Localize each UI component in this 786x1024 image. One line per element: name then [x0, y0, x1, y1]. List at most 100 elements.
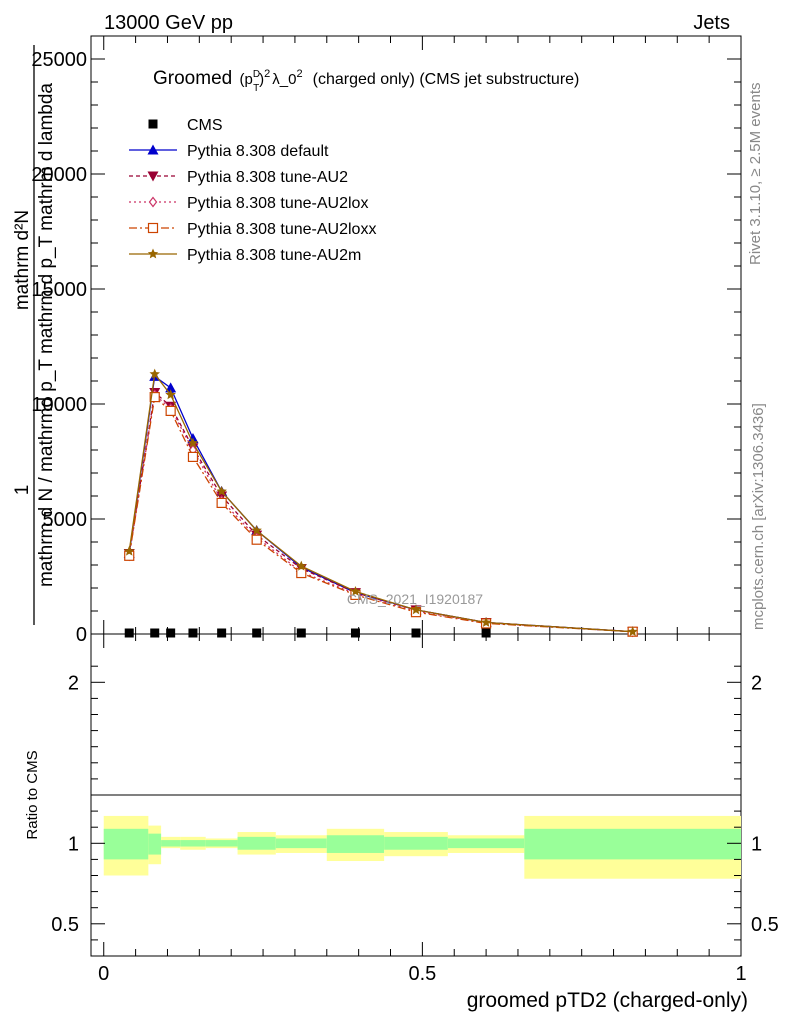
series-5-point-0 — [124, 545, 135, 556]
watermark-label: CMS_2021_I1920187 — [347, 591, 483, 607]
series-5-point-9 — [480, 617, 492, 627]
series-4-point-4 — [216, 497, 227, 508]
series-5-point-5 — [251, 525, 262, 535]
series-5 — [124, 368, 638, 637]
main-ylabel: mathrm d²N 1 mathrm d N / mathrmd p_T ma… — [12, 45, 57, 625]
ratio-band-inner-1 — [148, 833, 162, 855]
ratio-band-inner-7 — [326, 835, 385, 853]
title-math-sub: T — [253, 83, 259, 94]
series-5-point-8 — [410, 604, 422, 615]
legend-marker-1 — [147, 144, 159, 155]
series-5-point-10 — [627, 626, 638, 637]
ylabel-numerator: mathrm d²N — [12, 210, 33, 310]
header-left-label: 13000 GeV pp — [104, 12, 233, 34]
legend-marker-4 — [147, 222, 159, 234]
legend-marker-2 — [147, 171, 159, 182]
series-0-point-3 — [188, 628, 198, 638]
legend-label-0: CMS — [187, 117, 223, 134]
ratio-band-inner-8 — [384, 836, 448, 850]
title-prefix: Groomed — [153, 68, 232, 89]
main-ytick-label-1: 5000 — [43, 509, 88, 531]
main-ytick-label-5: 25000 — [31, 49, 87, 71]
ratio-ytick-label-0: 0.5 — [51, 914, 79, 936]
title-rest-exp: 2 — [296, 68, 302, 80]
series-0-point-0 — [124, 628, 134, 638]
legend-item-0: CMS — [148, 117, 223, 134]
xtick-label-2: 1 — [735, 963, 746, 985]
series-5-point-7 — [350, 586, 361, 596]
series-5-point-1 — [149, 368, 160, 379]
series-5-point-4 — [216, 485, 227, 496]
title-math-base: (p — [239, 71, 252, 88]
series-5-point-3 — [187, 437, 199, 448]
series-0-point-4 — [217, 628, 227, 638]
legend-item-3: Pythia 8.308 tune-AU2lox — [129, 195, 368, 212]
series-4-point-3 — [187, 451, 199, 462]
xtick-label-0: 0 — [98, 963, 109, 985]
series-0-point-9 — [481, 628, 491, 638]
title-math-exp: 2 — [264, 68, 270, 80]
series-0-point-5 — [252, 628, 262, 638]
ratio-ytick-label-right-2: 2 — [751, 672, 762, 694]
title-suffix: (charged only) (CMS jet substructure) — [313, 71, 580, 88]
series-0-point-6 — [296, 628, 306, 638]
ratio-band-inner-5 — [237, 836, 276, 850]
series-0 — [124, 628, 491, 638]
main-ytick-label-3: 15000 — [31, 279, 87, 301]
ratio-ytick-label-2: 2 — [68, 672, 79, 694]
main-axis-ticks: 0 5000 10000 15000 20000 25000 — [31, 36, 742, 646]
series-0-point-8 — [411, 628, 421, 638]
plot-title: Groomed (pD T)2 λ_02 (charged only) (CMS je… — [153, 68, 579, 94]
mcplots-label: mcplots.cern.ch [arXiv:1306.3436] — [750, 403, 767, 630]
ratio-band-inner-0 — [103, 828, 149, 860]
series-4-point-2 — [165, 405, 176, 416]
legend-label-4: Pythia 8.308 tune-AU2loxx — [187, 221, 376, 238]
series-group — [123, 368, 639, 638]
series-5-point-6 — [296, 560, 307, 571]
ratio-band-inner-2 — [161, 840, 181, 847]
ratio-band-inner-4 — [205, 840, 238, 847]
ylabel-one: 1 — [12, 485, 33, 496]
legend-marker-3 — [148, 196, 158, 208]
main-ytick-label-0: 0 — [76, 624, 87, 646]
series-0-point-1 — [150, 628, 160, 638]
title-rest: λ_0 — [272, 71, 296, 88]
main-ytick-label-4: 20000 — [31, 164, 87, 186]
ratio-ylabel: Ratio to CMS — [24, 750, 41, 839]
legend-item-4: Pythia 8.308 tune-AU2loxx — [129, 221, 376, 238]
ratio-ytick-label-1: 1 — [68, 833, 79, 855]
series-0-point-2 — [166, 628, 176, 638]
legend-label-3: Pythia 8.308 tune-AU2lox — [187, 195, 368, 212]
ratio-band-inner-9 — [447, 838, 525, 849]
ratio-band-inner-6 — [275, 838, 327, 849]
main-ytick-label-2: 10000 — [31, 394, 87, 416]
legend-marker-0 — [148, 119, 158, 129]
xlabel: groomed pTD2 (charged-only) — [467, 989, 748, 1012]
series-4-point-5 — [251, 534, 262, 545]
legend-item-1: Pythia 8.308 default — [129, 143, 329, 160]
rivet-label: Rivet 3.1.10, ≥ 2.5M events — [747, 83, 764, 266]
ylabel-denominator: mathrm d N / mathrmd p_T mathrm d p_T ma… — [36, 83, 57, 587]
series-4-point-1 — [149, 392, 160, 403]
svg-text:Groomed (pDT)2λ_02(charg: Groomed (pD T)2 λ_02 (charged only) (CMS je… — [153, 68, 579, 94]
series-5-point-2 — [165, 389, 176, 400]
ratio-ytick-label-right-1: 1 — [751, 833, 762, 855]
series-4-point-6 — [296, 567, 307, 579]
title-math-close: ) — [259, 71, 264, 88]
legend-marker-5 — [147, 248, 159, 259]
ratio-axis-ticks: 0.5 0.5 1 1 2 2 0 0.5 1 — [51, 634, 779, 985]
header-right-label: Jets — [693, 12, 730, 34]
legend-item-5: Pythia 8.308 tune-AU2m — [129, 247, 361, 264]
ratio-bands — [103, 815, 741, 879]
ratio-band-inner-10 — [524, 828, 741, 860]
title-math-sup: D — [253, 69, 260, 80]
ratio-band-inner-3 — [180, 840, 206, 847]
ratio-ytick-label-right-0: 0.5 — [751, 914, 779, 936]
xtick-label-1: 0.5 — [408, 963, 436, 985]
legend-item-2: Pythia 8.308 tune-AU2 — [129, 169, 348, 186]
legend-label-1: Pythia 8.308 default — [187, 143, 329, 160]
legend: CMS Pythia 8.308 default Pythia 8.308 tune… — [129, 117, 376, 264]
legend-label-2: Pythia 8.308 tune-AU2 — [187, 169, 348, 186]
series-1-point-2 — [165, 382, 177, 393]
